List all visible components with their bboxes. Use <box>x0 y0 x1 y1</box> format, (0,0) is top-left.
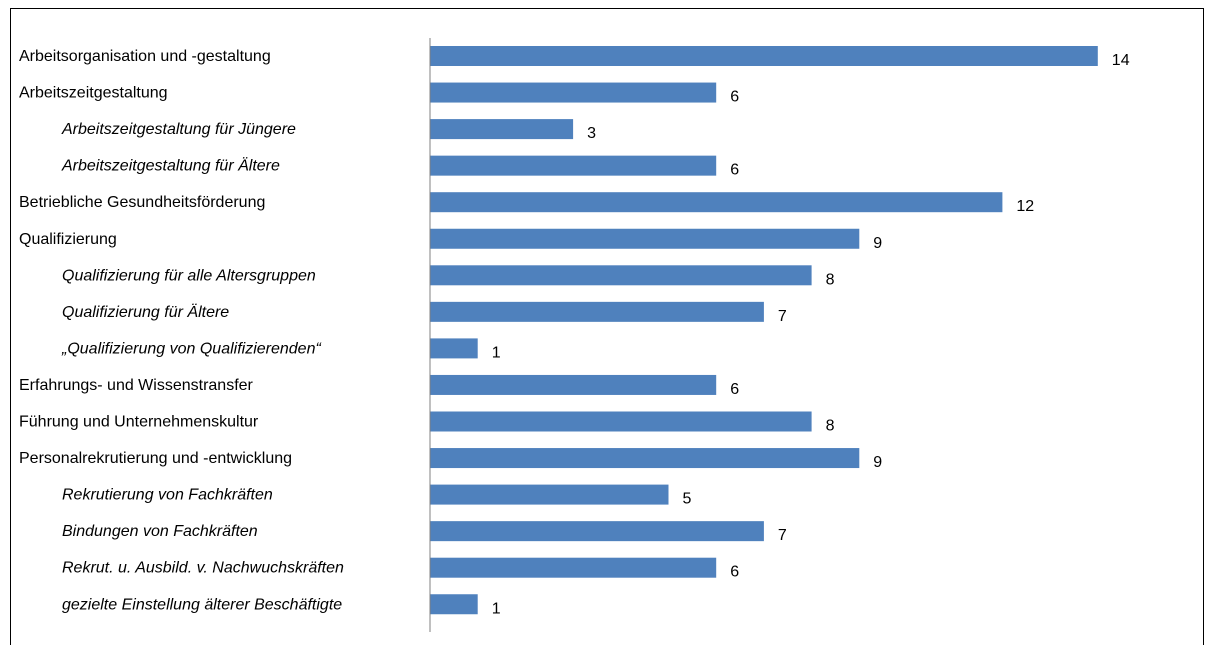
bar <box>430 265 812 286</box>
value-label: 8 <box>826 418 835 435</box>
value-label: 5 <box>683 491 692 508</box>
bar <box>430 46 1098 66</box>
category-label: Arbeitsorganisation und -gestaltung <box>19 48 271 65</box>
category-label: Rekrut. u. Ausbild. v. Nachwuchskräften <box>62 560 344 577</box>
category-label: Betriebliche Gesundheitsförderung <box>19 194 265 211</box>
bars <box>430 46 1098 615</box>
value-label: 12 <box>1016 198 1034 215</box>
value-label: 6 <box>730 89 739 106</box>
bar <box>430 82 717 103</box>
value-label: 1 <box>492 344 501 361</box>
bar <box>430 448 860 469</box>
bar <box>430 301 764 322</box>
bar <box>430 521 764 542</box>
value-label: 14 <box>1112 52 1130 69</box>
value-label: 8 <box>826 271 835 288</box>
value-label: 1 <box>492 600 501 617</box>
bar <box>430 192 1003 213</box>
category-label: Erfahrungs- und Wissenstransfer <box>19 377 254 394</box>
value-label: 6 <box>730 564 739 581</box>
bar <box>430 557 717 578</box>
value-label: 9 <box>873 235 882 252</box>
bar <box>430 119 574 140</box>
category-label: Qualifizierung <box>19 231 117 248</box>
value-label: 7 <box>778 527 787 544</box>
bar <box>430 338 478 359</box>
category-label: Führung und Unternehmenskultur <box>19 414 259 431</box>
category-label: „Qualifizierung von Qualifizierenden“ <box>61 340 322 357</box>
category-label: Qualifizierung für Ältere <box>62 303 229 321</box>
category-label: Personalrekrutierung und -entwicklung <box>19 450 292 467</box>
bar <box>430 155 717 176</box>
category-label: Qualifizierung für alle Altersgruppen <box>62 267 316 284</box>
value-label: 3 <box>587 125 596 142</box>
bar <box>430 228 860 249</box>
category-labels: Arbeitsorganisation und -gestaltung Arbei… <box>19 48 344 613</box>
category-label: Arbeitszeitgestaltung für Ältere <box>61 157 280 175</box>
value-label: 9 <box>873 454 882 471</box>
bar <box>430 411 812 432</box>
value-label: 7 <box>778 308 787 325</box>
bar <box>430 594 478 615</box>
category-label: Arbeitszeitgestaltung <box>19 85 168 102</box>
bar <box>430 484 669 505</box>
value-label: 6 <box>730 381 739 398</box>
bar <box>430 374 717 395</box>
category-label: Rekrutierung von Fachkräften <box>62 487 273 504</box>
value-label: 6 <box>730 162 739 179</box>
category-label: Bindungen von Fachkräften <box>62 523 258 540</box>
category-label: gezielte Einstellung älterer Beschäftigt… <box>62 596 342 613</box>
value-labels: 14 6 3 6 12 9 8 7 1 6 8 9 5 7 6 1 <box>492 52 1130 617</box>
category-label: Arbeitszeitgestaltung für Jüngere <box>61 121 296 138</box>
